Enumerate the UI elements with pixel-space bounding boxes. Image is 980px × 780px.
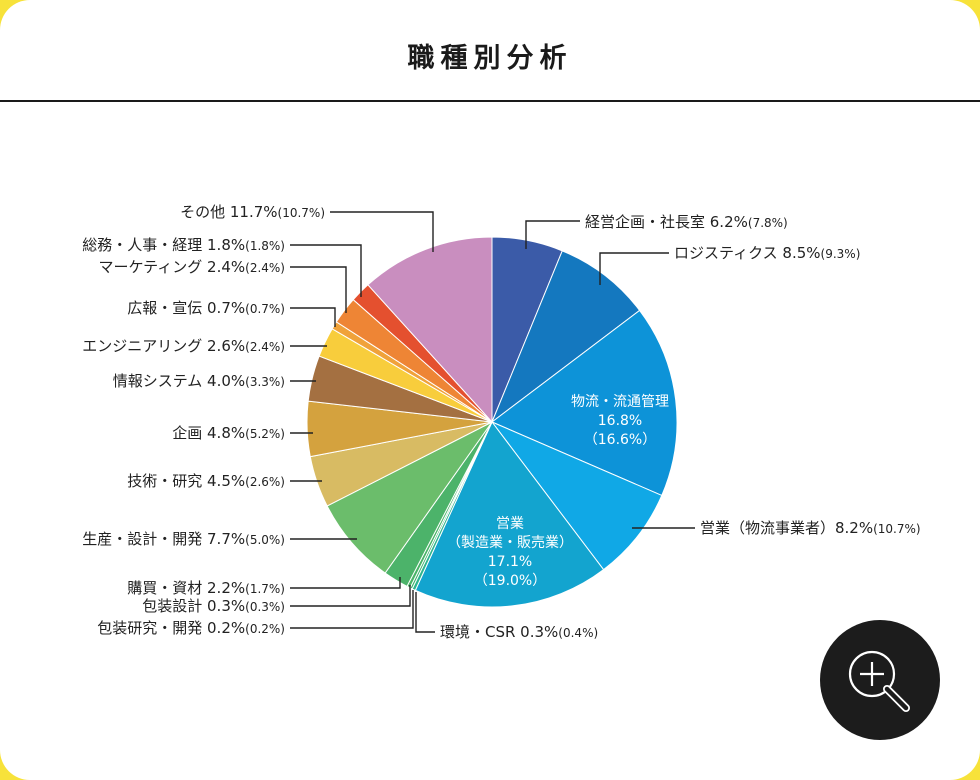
slice-label: 技術・研究 4.5%(2.6%) <box>127 472 285 490</box>
leader-line <box>290 244 362 297</box>
leader-line <box>525 220 580 249</box>
inside-slice-label: 16.8% <box>598 413 642 429</box>
zoom-in-button[interactable] <box>820 620 940 740</box>
page-title: 職種別分析 <box>407 43 573 74</box>
leader-line <box>599 252 669 285</box>
slice-label: 経営企画・社長室 6.2%(7.8%) <box>585 213 788 231</box>
pie-slice <box>491 309 678 497</box>
inside-slice-label: 営業 <box>496 516 524 532</box>
slice-label: 購買・資材 2.2%(1.7%) <box>127 579 285 597</box>
pie-slice <box>490 250 641 424</box>
inside-slice-label: （16.6%） <box>584 432 656 448</box>
slice-label: 総務・人事・経理 1.8%(1.8%) <box>82 236 285 254</box>
leader-line <box>290 307 336 327</box>
leader-lines <box>290 211 695 633</box>
slice-label: 営業（物流事業者）8.2%(10.7%) <box>700 519 921 537</box>
slice-label: 情報システム 4.0%(3.3%) <box>113 372 285 390</box>
slice-label: 広報・宣伝 0.7%(0.7%) <box>127 299 285 317</box>
inside-slice-label: 17.1% <box>488 554 532 570</box>
slice-label: 生産・設計・開発 7.7%(5.0%) <box>82 530 285 548</box>
pie-slices <box>306 236 678 608</box>
leader-line <box>290 577 401 589</box>
pie-slice <box>414 421 605 608</box>
slice-label: その他 11.7%(10.7%) <box>180 203 325 221</box>
header: 職種別分析 <box>0 0 980 102</box>
leader-line <box>290 585 411 607</box>
inside-slice-label: （19.0%） <box>474 573 546 589</box>
slice-label: ロジスティクス 8.5%(9.3%) <box>674 244 860 262</box>
leader-line <box>415 592 435 633</box>
inside-slice-label: （製造業・販売業） <box>447 535 573 551</box>
slice-label: 包装設計 0.3%(0.3%) <box>142 597 285 615</box>
pie-slice <box>367 236 493 424</box>
slice-label: 環境・CSR 0.3%(0.4%) <box>440 623 598 641</box>
inside-slice-label: 物流・流通管理 <box>571 394 669 410</box>
leader-line <box>330 211 434 252</box>
slice-label: 企画 4.8%(5.2%) <box>172 424 285 442</box>
leader-line <box>290 266 347 313</box>
slice-label: マーケティング 2.4%(2.4%) <box>98 258 285 276</box>
slice-label: 包装研究・開発 0.2%(0.2%) <box>97 619 285 637</box>
slice-label: エンジニアリング 2.6%(2.4%) <box>82 337 285 355</box>
pie-slice <box>490 420 663 571</box>
slice-labels: 経営企画・社長室 6.2%(7.8%)ロジスティクス 8.5%(9.3%)営業（… <box>82 203 920 641</box>
leader-line <box>290 590 414 629</box>
zoom-in-icon <box>848 650 910 712</box>
